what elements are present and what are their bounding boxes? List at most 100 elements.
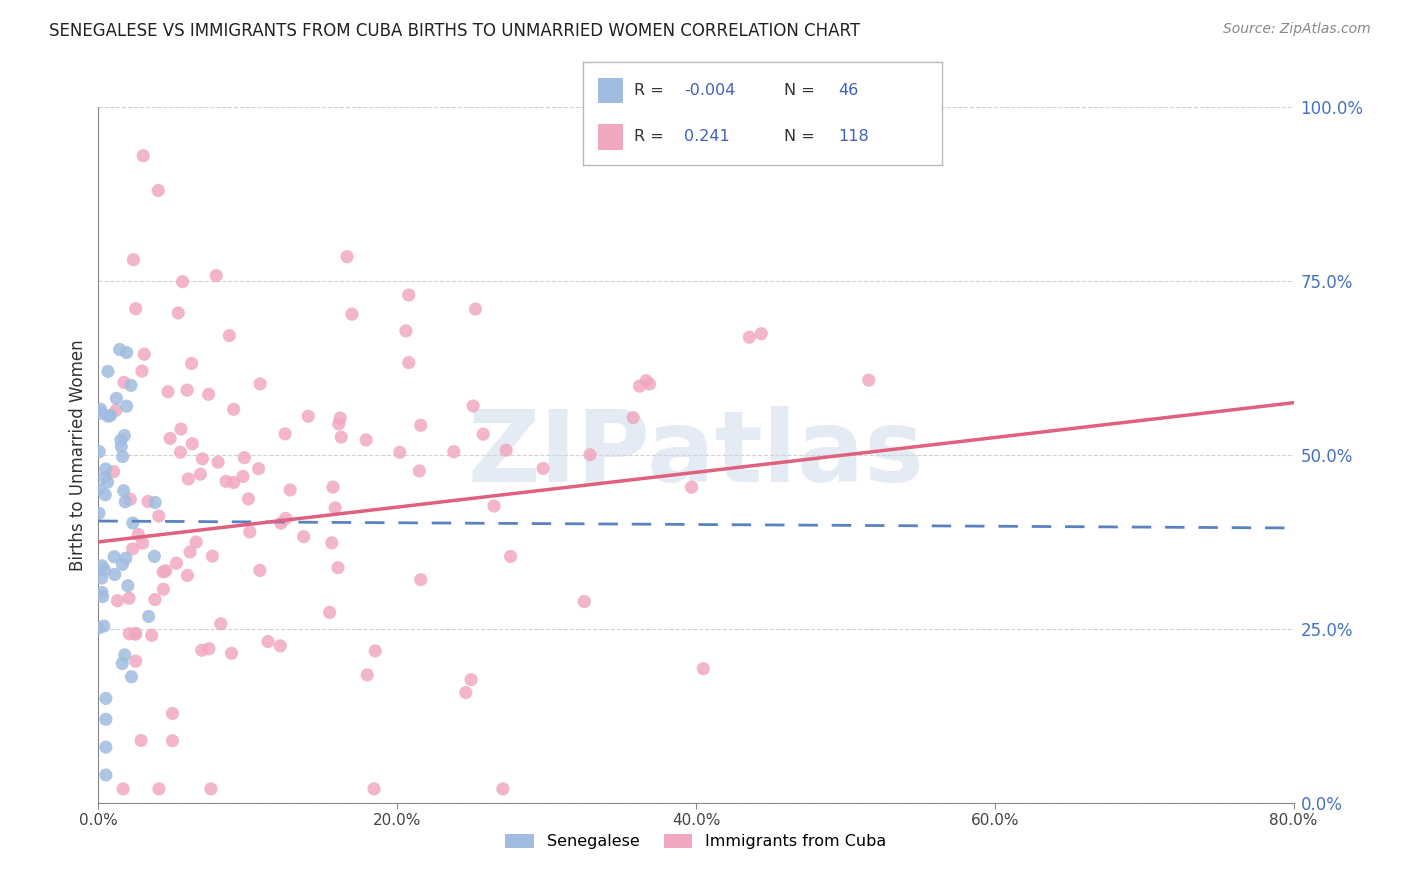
Text: 46: 46 xyxy=(838,83,858,98)
Point xyxy=(97,364,120,378)
Point xyxy=(395,324,418,338)
Point xyxy=(90,571,112,585)
Point xyxy=(148,509,170,524)
Point xyxy=(278,483,301,497)
Point xyxy=(443,444,465,458)
Point xyxy=(162,706,184,721)
Point xyxy=(221,646,243,660)
Point xyxy=(156,384,179,399)
Point xyxy=(408,464,430,478)
Point xyxy=(409,418,432,433)
Point xyxy=(93,470,115,484)
Text: N =: N = xyxy=(785,129,820,145)
Point xyxy=(191,451,214,466)
Point xyxy=(143,592,166,607)
Point xyxy=(105,392,128,406)
Point xyxy=(100,409,122,423)
Point xyxy=(176,568,198,582)
Point xyxy=(104,567,127,582)
Point xyxy=(579,448,602,462)
Point xyxy=(152,565,174,579)
Text: SENEGALESE VS IMMIGRANTS FROM CUBA BIRTHS TO UNMARRIED WOMEN CORRELATION CHART: SENEGALESE VS IMMIGRANTS FROM CUBA BIRTH… xyxy=(49,22,860,40)
Point xyxy=(495,443,517,458)
Point xyxy=(190,467,212,482)
Point xyxy=(141,628,163,642)
Point xyxy=(364,644,387,658)
Point xyxy=(97,475,120,490)
Point xyxy=(328,417,350,431)
Point xyxy=(749,326,772,341)
Text: ZIPatlas: ZIPatlas xyxy=(468,407,924,503)
Point xyxy=(636,374,658,388)
Point xyxy=(292,530,315,544)
Point xyxy=(94,462,117,476)
Point xyxy=(621,410,644,425)
Point xyxy=(177,472,200,486)
Point xyxy=(323,500,346,515)
Point xyxy=(94,768,117,782)
Point xyxy=(326,560,349,574)
Point xyxy=(90,406,112,420)
Point xyxy=(125,654,148,668)
Point xyxy=(363,781,385,796)
Point xyxy=(181,436,204,450)
Point xyxy=(124,626,146,640)
Point xyxy=(162,733,184,747)
Point xyxy=(321,536,343,550)
Point xyxy=(103,549,125,564)
Point xyxy=(247,461,270,475)
Point xyxy=(274,511,297,525)
Point xyxy=(118,591,141,606)
Point xyxy=(111,450,134,464)
Point xyxy=(148,781,170,796)
Point xyxy=(356,668,378,682)
Point xyxy=(172,275,194,289)
Point xyxy=(152,582,174,597)
Point xyxy=(108,343,131,357)
Point xyxy=(205,268,228,283)
Text: 0.241: 0.241 xyxy=(683,129,730,145)
Point xyxy=(94,488,117,502)
Point xyxy=(87,621,110,635)
Text: -0.004: -0.004 xyxy=(683,83,735,98)
Point xyxy=(143,549,166,564)
Point xyxy=(336,250,359,264)
Point xyxy=(233,450,256,465)
Point xyxy=(176,383,198,397)
Point xyxy=(115,345,138,359)
Point xyxy=(492,781,515,796)
Point xyxy=(114,551,136,566)
Point xyxy=(110,440,132,454)
Point xyxy=(322,480,344,494)
Point xyxy=(115,399,138,413)
Point xyxy=(93,563,115,577)
Point xyxy=(249,376,271,391)
Point xyxy=(90,558,112,573)
Point xyxy=(270,516,292,531)
Point xyxy=(249,563,271,577)
Point xyxy=(318,606,340,620)
Point xyxy=(90,402,112,417)
Point xyxy=(91,585,114,599)
Point xyxy=(112,483,135,498)
Point xyxy=(232,469,254,483)
Point xyxy=(112,781,135,796)
Point xyxy=(103,465,125,479)
Point xyxy=(117,579,139,593)
Point xyxy=(274,426,297,441)
Point xyxy=(114,494,136,508)
Point xyxy=(329,411,352,425)
Point xyxy=(197,387,219,401)
Point xyxy=(269,639,291,653)
Point xyxy=(136,494,159,508)
Point xyxy=(129,733,152,747)
Point xyxy=(122,252,145,267)
Text: R =: R = xyxy=(634,129,669,145)
Text: 118: 118 xyxy=(838,129,869,145)
Y-axis label: Births to Unmarried Women: Births to Unmarried Women xyxy=(69,339,87,571)
Point xyxy=(218,328,240,343)
Point xyxy=(131,364,153,378)
Point xyxy=(97,409,120,424)
Point xyxy=(89,444,111,458)
Point xyxy=(111,558,134,572)
